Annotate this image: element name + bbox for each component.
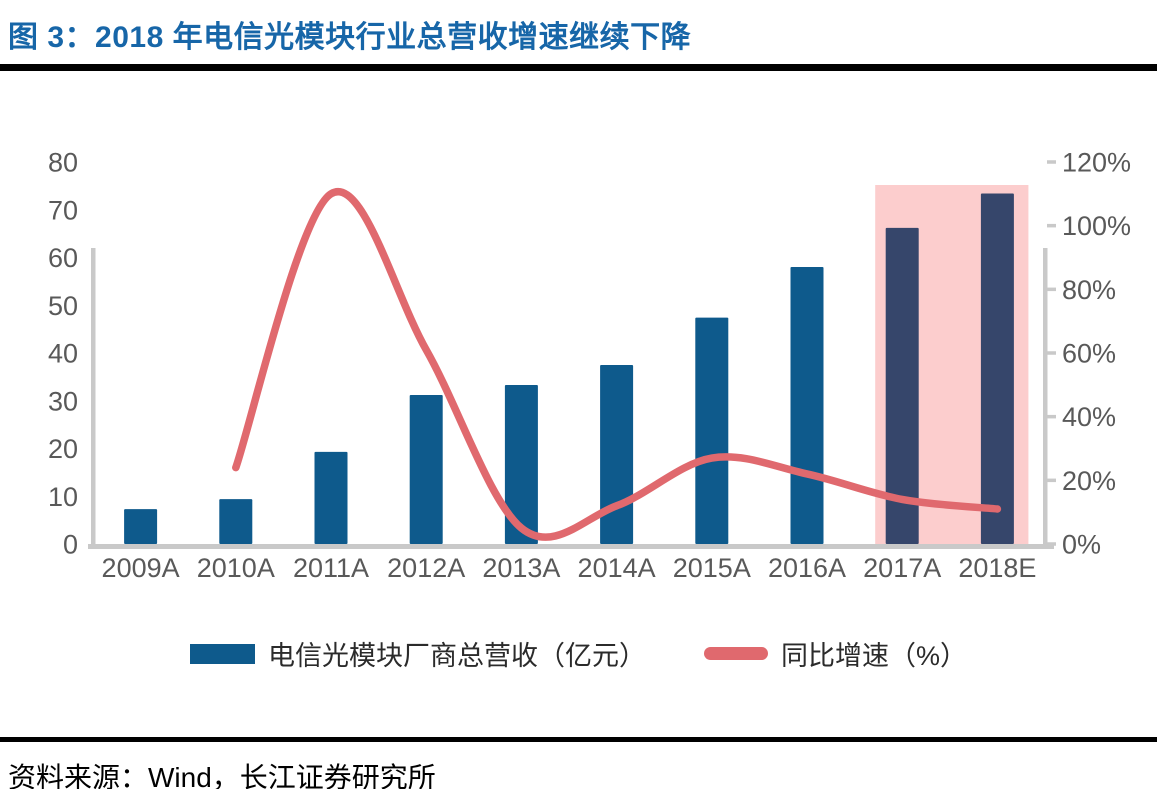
right-axis-tick-label: 20%	[1062, 466, 1116, 496]
left-axis-tick-label: 20	[48, 434, 78, 464]
revenue-bar	[124, 509, 158, 544]
x-axis-category-label: 2011A	[293, 553, 369, 583]
revenue-bar	[885, 227, 919, 544]
left-axis-tick-label: 60	[48, 243, 78, 273]
left-axis-tick-label: 50	[48, 291, 78, 321]
right-axis-tick	[1047, 478, 1056, 483]
legend-item-growth: 同比增速（%）	[703, 634, 967, 673]
x-axis-category-label: 2014A	[578, 553, 656, 583]
legend-label-revenue: 电信光模块厂商总营收（亿元）	[267, 641, 646, 671]
legend: 电信光模块厂商总营收（亿元） 同比增速（%）	[0, 634, 1157, 673]
revenue-bar	[600, 364, 634, 544]
title-rule	[0, 64, 1157, 71]
footer: 资料来源：Wind，长江证券研究所	[0, 737, 1157, 789]
x-axis-category-label: 2015A	[673, 553, 751, 583]
left-axis-tick-label: 80	[48, 148, 78, 178]
chart-area: 0 10 20 30 40 50 60 70 80 0% 20% 40% 60% 80% 100% 120% 2…	[0, 96, 1157, 672]
left-axis-tick-label: 40	[48, 339, 78, 369]
left-axis-tick-label: 0	[63, 530, 78, 560]
right-axis-tick	[1047, 287, 1056, 292]
x-axis-category-label: 2017A	[863, 553, 941, 583]
revenue-bar	[219, 499, 253, 544]
x-axis-category-label: 2018E	[958, 553, 1036, 583]
dual-axis-chart: 0 10 20 30 40 50 60 70 80 0% 20% 40% 60% 80% 100% 120% 2…	[48, 148, 1131, 584]
left-axis-tick-label: 30	[48, 386, 78, 416]
right-axis-tick-label: 60%	[1062, 339, 1116, 369]
right-axis-tick	[1047, 414, 1056, 419]
revenue-bar	[504, 384, 538, 544]
revenue-bar	[314, 451, 348, 544]
right-axis-tick-label: 120%	[1062, 148, 1131, 178]
right-axis-tick-label: 80%	[1062, 275, 1116, 305]
right-axis-tick-label: 100%	[1062, 211, 1131, 241]
source-text: 资料来源：Wind，长江证券研究所	[8, 762, 436, 789]
legend-label-growth: 同比增速（%）	[780, 641, 967, 671]
x-axis-category-label: 2010A	[197, 553, 275, 583]
legend-bar-swatch	[189, 643, 255, 664]
x-axis-line	[88, 544, 1054, 549]
revenue-bar	[980, 193, 1014, 544]
revenue-bar	[695, 317, 729, 544]
right-axis-tick-label: 0%	[1062, 530, 1101, 560]
growth-line	[232, 188, 1002, 541]
x-axis-category-label: 2012A	[387, 553, 465, 583]
right-axis-tick-label: 40%	[1062, 402, 1116, 432]
right-axis-line	[1043, 248, 1048, 546]
x-axis-category-label: 2009A	[102, 553, 180, 583]
legend-item-revenue: 电信光模块厂商总营收（亿元）	[189, 634, 646, 673]
left-axis-tick-label: 10	[48, 482, 78, 512]
left-axis-line	[91, 248, 96, 546]
x-axis-category-label: 2013A	[482, 553, 560, 583]
chart-title: 图 3：2018 年电信光模块行业总营收增速继续下降	[8, 21, 692, 54]
right-axis-tick	[1047, 223, 1056, 228]
legend-line-swatch	[703, 647, 768, 660]
revenue-bar	[409, 395, 443, 544]
revenue-bar	[790, 267, 824, 544]
left-axis-tick-label: 70	[48, 195, 78, 225]
right-axis-tick	[1047, 351, 1056, 355]
right-axis-tick	[1047, 160, 1056, 164]
x-axis-category-label: 2016A	[768, 553, 846, 583]
